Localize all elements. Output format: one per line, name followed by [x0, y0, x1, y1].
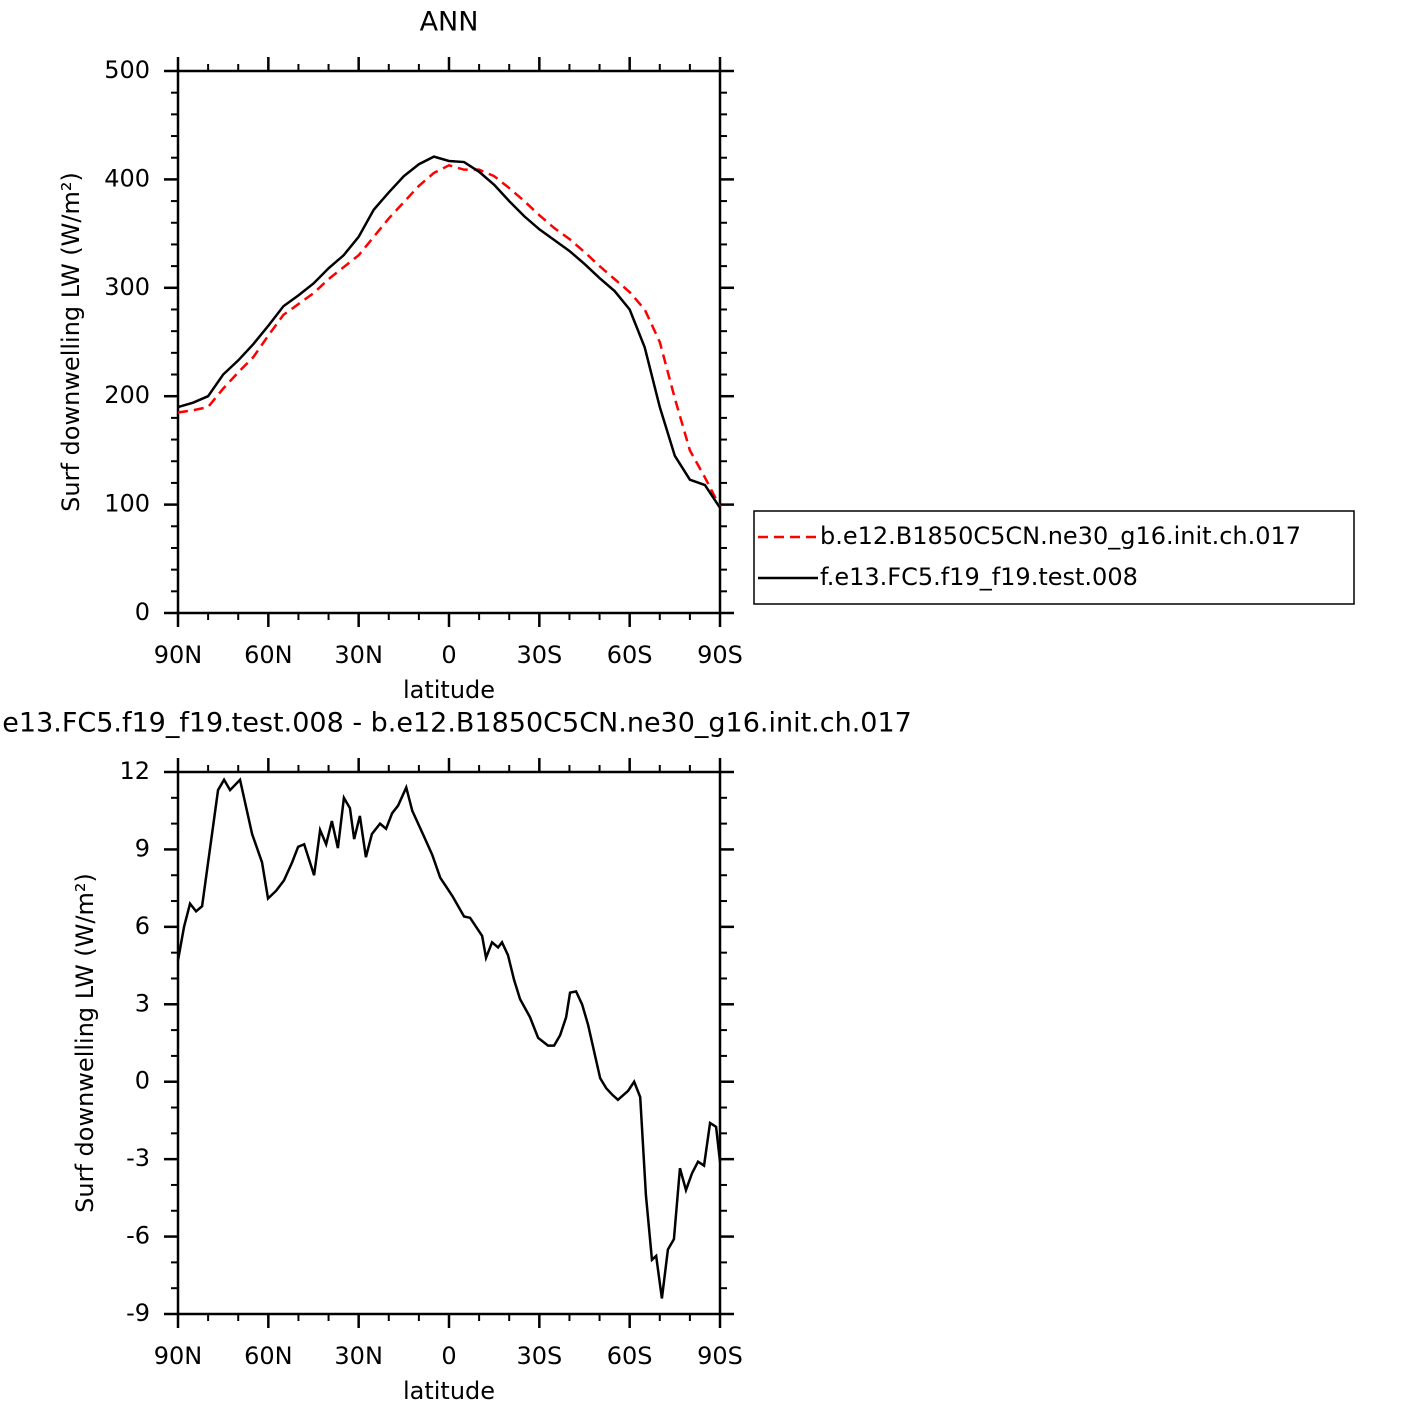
- y-tick-label: 0: [135, 598, 150, 626]
- plot-frame: [176, 69, 722, 615]
- y-axis-label: Surf downwelling LW (W/m²): [57, 172, 85, 512]
- y-tick-label: -3: [126, 1144, 150, 1172]
- y-tick-label: 200: [104, 381, 150, 409]
- x-tick-label: 60S: [607, 1342, 653, 1370]
- x-tick-label: 30N: [334, 641, 383, 669]
- chart-title: ANN: [420, 7, 479, 38]
- data-line: [177, 163, 722, 508]
- y-tick-label: 9: [135, 834, 150, 862]
- x-tick-label: 60N: [244, 1342, 293, 1370]
- x-tick-label: 30S: [516, 641, 562, 669]
- data-line: [176, 777, 722, 1299]
- y-axis-label: Surf downwelling LW (W/m²): [71, 873, 99, 1213]
- x-tick-label: 0: [441, 641, 456, 669]
- y-tick-label: -9: [126, 1299, 150, 1327]
- y-tick-label: 400: [104, 164, 150, 192]
- x-tick-label: 90S: [697, 1342, 743, 1370]
- x-axis-label: latitude: [403, 676, 495, 704]
- x-tick-label: 30N: [334, 1342, 383, 1370]
- y-tick-label: 3: [135, 989, 150, 1017]
- x-tick-label: 60N: [244, 641, 293, 669]
- y-tick-label: 500: [104, 56, 150, 84]
- y-tick-label: 6: [135, 912, 150, 940]
- legend-label: f.e13.FC5.f19_f19.test.008: [820, 563, 1138, 591]
- x-tick-label: 0: [441, 1342, 456, 1370]
- y-tick-label: 100: [104, 490, 150, 518]
- x-tick-label: 90N: [154, 1342, 203, 1370]
- legend-label: b.e12.B1850C5CN.ne30_g16.init.ch.017: [820, 522, 1301, 550]
- y-tick-label: 300: [104, 273, 150, 301]
- x-tick-label: 30S: [516, 1342, 562, 1370]
- y-tick-label: 12: [119, 757, 150, 785]
- x-tick-label: 60S: [607, 641, 653, 669]
- legend-box: [753, 510, 1355, 605]
- x-axis-label: latitude: [403, 1377, 495, 1405]
- y-tick-label: -6: [126, 1222, 150, 1250]
- x-tick-label: 90S: [697, 641, 743, 669]
- x-tick-label: 90N: [154, 641, 203, 669]
- y-tick-label: 0: [135, 1067, 150, 1095]
- chart-title: f.e13.FC5.f19_f19.test.008 - b.e12.B1850…: [0, 708, 912, 739]
- data-line: [177, 155, 722, 509]
